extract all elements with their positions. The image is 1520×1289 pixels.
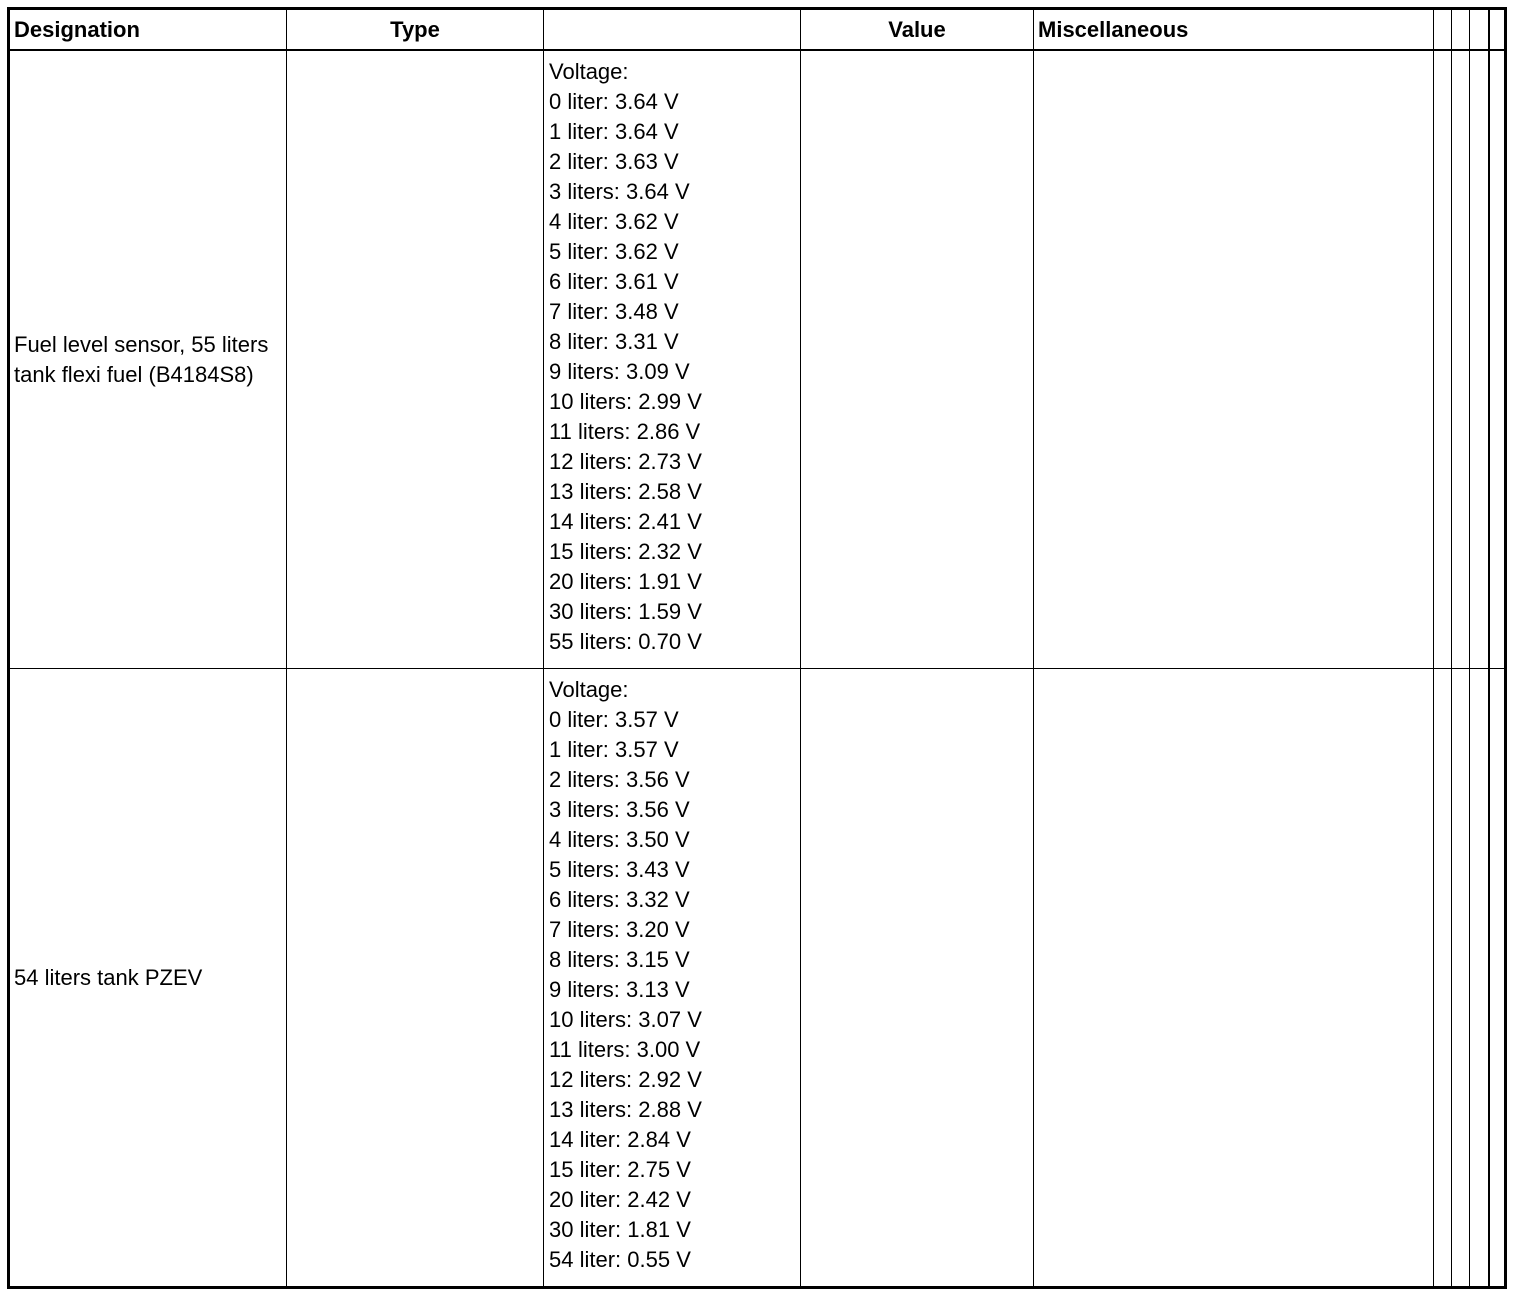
voltage-reading: 0 liter: 3.57 V xyxy=(549,707,679,732)
header-blank xyxy=(543,8,801,51)
voltage-reading: 14 liter: 2.84 V xyxy=(549,1127,691,1152)
header-row: Designation Type Value Miscellaneous xyxy=(8,8,1506,51)
voltage-reading: 6 liter: 3.61 V xyxy=(549,269,679,294)
misc-cell xyxy=(1033,49,1434,669)
extra-cell-4 xyxy=(1488,668,1506,1288)
voltage-reading: 30 liters: 1.59 V xyxy=(549,599,702,624)
voltage-reading: 13 liters: 2.88 V xyxy=(549,1097,702,1122)
voltage-reading: 10 liters: 3.07 V xyxy=(549,1007,702,1032)
header-extra-1 xyxy=(1433,8,1452,51)
extra-cell-1 xyxy=(1433,49,1452,669)
voltage-reading: 4 liter: 3.62 V xyxy=(549,209,679,234)
voltage-reading: 9 liters: 3.13 V xyxy=(549,977,690,1002)
voltage-reading: 54 liter: 0.55 V xyxy=(549,1247,691,1272)
misc-cell xyxy=(1033,668,1434,1288)
voltage-reading: 5 liters: 3.43 V xyxy=(549,857,690,882)
voltage-reading: 3 liters: 3.64 V xyxy=(549,179,690,204)
voltage-reading: 2 liters: 3.56 V xyxy=(549,767,690,792)
extra-cell-4 xyxy=(1488,49,1506,669)
voltage-reading: 3 liters: 3.56 V xyxy=(549,797,690,822)
voltage-reading: 2 liter: 3.63 V xyxy=(549,149,679,174)
voltage-reading: 11 liters: 2.86 V xyxy=(549,419,701,444)
header-miscellaneous: Miscellaneous xyxy=(1033,8,1434,51)
designation-cell: 54 liters tank PZEV xyxy=(8,668,287,1288)
extra-cell-2 xyxy=(1451,49,1470,669)
voltage-title: Voltage: xyxy=(549,677,629,702)
voltage-reading: 15 liter: 2.75 V xyxy=(549,1157,691,1182)
voltage-reading: 20 liter: 2.42 V xyxy=(549,1187,691,1212)
extra-cell-2 xyxy=(1451,668,1470,1288)
voltage-reading: 4 liters: 3.50 V xyxy=(549,827,690,852)
voltage-reading: 7 liter: 3.48 V xyxy=(549,299,679,324)
voltage-reading: 1 liter: 3.57 V xyxy=(549,737,679,762)
header-type: Type xyxy=(286,8,544,51)
extra-cell-3 xyxy=(1469,668,1490,1288)
header-extra-3 xyxy=(1469,8,1490,51)
voltage-reading: 55 liters: 0.70 V xyxy=(549,629,702,654)
voltage-reading: 15 liters: 2.32 V xyxy=(549,539,702,564)
voltage-cell: Voltage: 0 liter: 3.64 V 1 liter: 3.64 V 2 … xyxy=(543,49,801,669)
voltage-reading: 8 liters: 3.15 V xyxy=(549,947,690,972)
extra-cell-1 xyxy=(1433,668,1452,1288)
voltage-reading: 5 liter: 3.62 V xyxy=(549,239,679,264)
table-row: Fuel level sensor, 55 liters tank flexi … xyxy=(8,49,1506,669)
type-cell xyxy=(286,668,544,1288)
voltage-reading: 30 liter: 1.81 V xyxy=(549,1217,691,1242)
voltage-reading: 20 liters: 1.91 V xyxy=(549,569,702,594)
voltage-reading: 12 liters: 2.92 V xyxy=(549,1067,702,1092)
extra-cell-3 xyxy=(1469,49,1490,669)
specification-table: Designation Type Value Miscellaneous Fue… xyxy=(7,7,1507,1289)
header-value: Value xyxy=(800,8,1034,51)
voltage-reading: 0 liter: 3.64 V xyxy=(549,89,679,114)
voltage-reading: 14 liters: 2.41 V xyxy=(549,509,702,534)
table-row: 54 liters tank PZEV Voltage: 0 liter: 3.5… xyxy=(8,668,1506,1288)
header-extra-2 xyxy=(1451,8,1470,51)
voltage-reading: 6 liters: 3.32 V xyxy=(549,887,690,912)
voltage-cell: Voltage: 0 liter: 3.57 V 1 liter: 3.57 V 2 … xyxy=(543,668,801,1288)
value-cell xyxy=(800,668,1034,1288)
voltage-reading: 9 liters: 3.09 V xyxy=(549,359,690,384)
voltage-reading: 13 liters: 2.58 V xyxy=(549,479,702,504)
voltage-reading: 1 liter: 3.64 V xyxy=(549,119,679,144)
voltage-title: Voltage: xyxy=(549,59,629,84)
voltage-reading: 8 liter: 3.31 V xyxy=(549,329,679,354)
voltage-reading: 11 liters: 3.00 V xyxy=(549,1037,701,1062)
voltage-reading: 10 liters: 2.99 V xyxy=(549,389,702,414)
designation-cell: Fuel level sensor, 55 liters tank flexi … xyxy=(8,49,287,669)
header-extra-4 xyxy=(1488,8,1506,51)
header-designation: Designation xyxy=(8,8,287,51)
voltage-reading: 12 liters: 2.73 V xyxy=(549,449,702,474)
type-cell xyxy=(286,49,544,669)
value-cell xyxy=(800,49,1034,669)
voltage-reading: 7 liters: 3.20 V xyxy=(549,917,690,942)
